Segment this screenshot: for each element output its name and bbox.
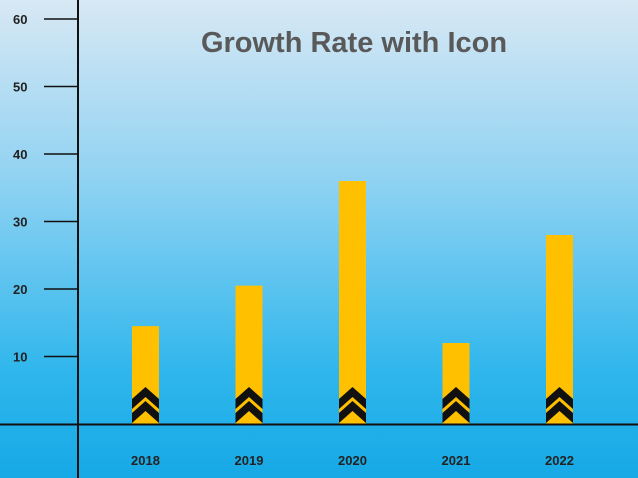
x-category-label: 2019 <box>235 453 264 468</box>
x-category-label: 2018 <box>131 453 160 468</box>
chevron-up-icon <box>235 387 263 409</box>
chevron-up-icon <box>442 387 470 409</box>
y-tick-label: 20 <box>13 282 27 297</box>
chevron-up-icon <box>339 401 366 423</box>
bars-group <box>132 181 573 424</box>
x-category-label: 2020 <box>338 453 367 468</box>
x-category-label: 2022 <box>545 453 574 468</box>
x-axis-labels: 2018 2019 2020 2021 2022 <box>131 453 574 468</box>
chevron-up-icon <box>132 387 159 409</box>
chevron-up-icon <box>235 401 263 423</box>
chevron-up-icon <box>339 387 366 409</box>
y-tick-label: 10 <box>13 350 27 365</box>
bar-2020 <box>339 181 366 424</box>
y-tick-label: 60 <box>13 12 27 27</box>
chevron-up-icon <box>546 387 573 409</box>
y-tick-label: 50 <box>13 80 27 95</box>
chevron-up-icon <box>132 401 159 423</box>
y-tick-label: 30 <box>13 215 27 230</box>
y-axis-ticks: 10 20 30 40 50 60 <box>13 12 78 365</box>
chevron-up-icon <box>546 401 573 423</box>
chevron-up-icon <box>442 401 470 423</box>
chart-title: Growth Rate with Icon <box>201 27 507 59</box>
x-category-label: 2021 <box>442 453 471 468</box>
y-tick-label: 40 <box>13 147 27 162</box>
